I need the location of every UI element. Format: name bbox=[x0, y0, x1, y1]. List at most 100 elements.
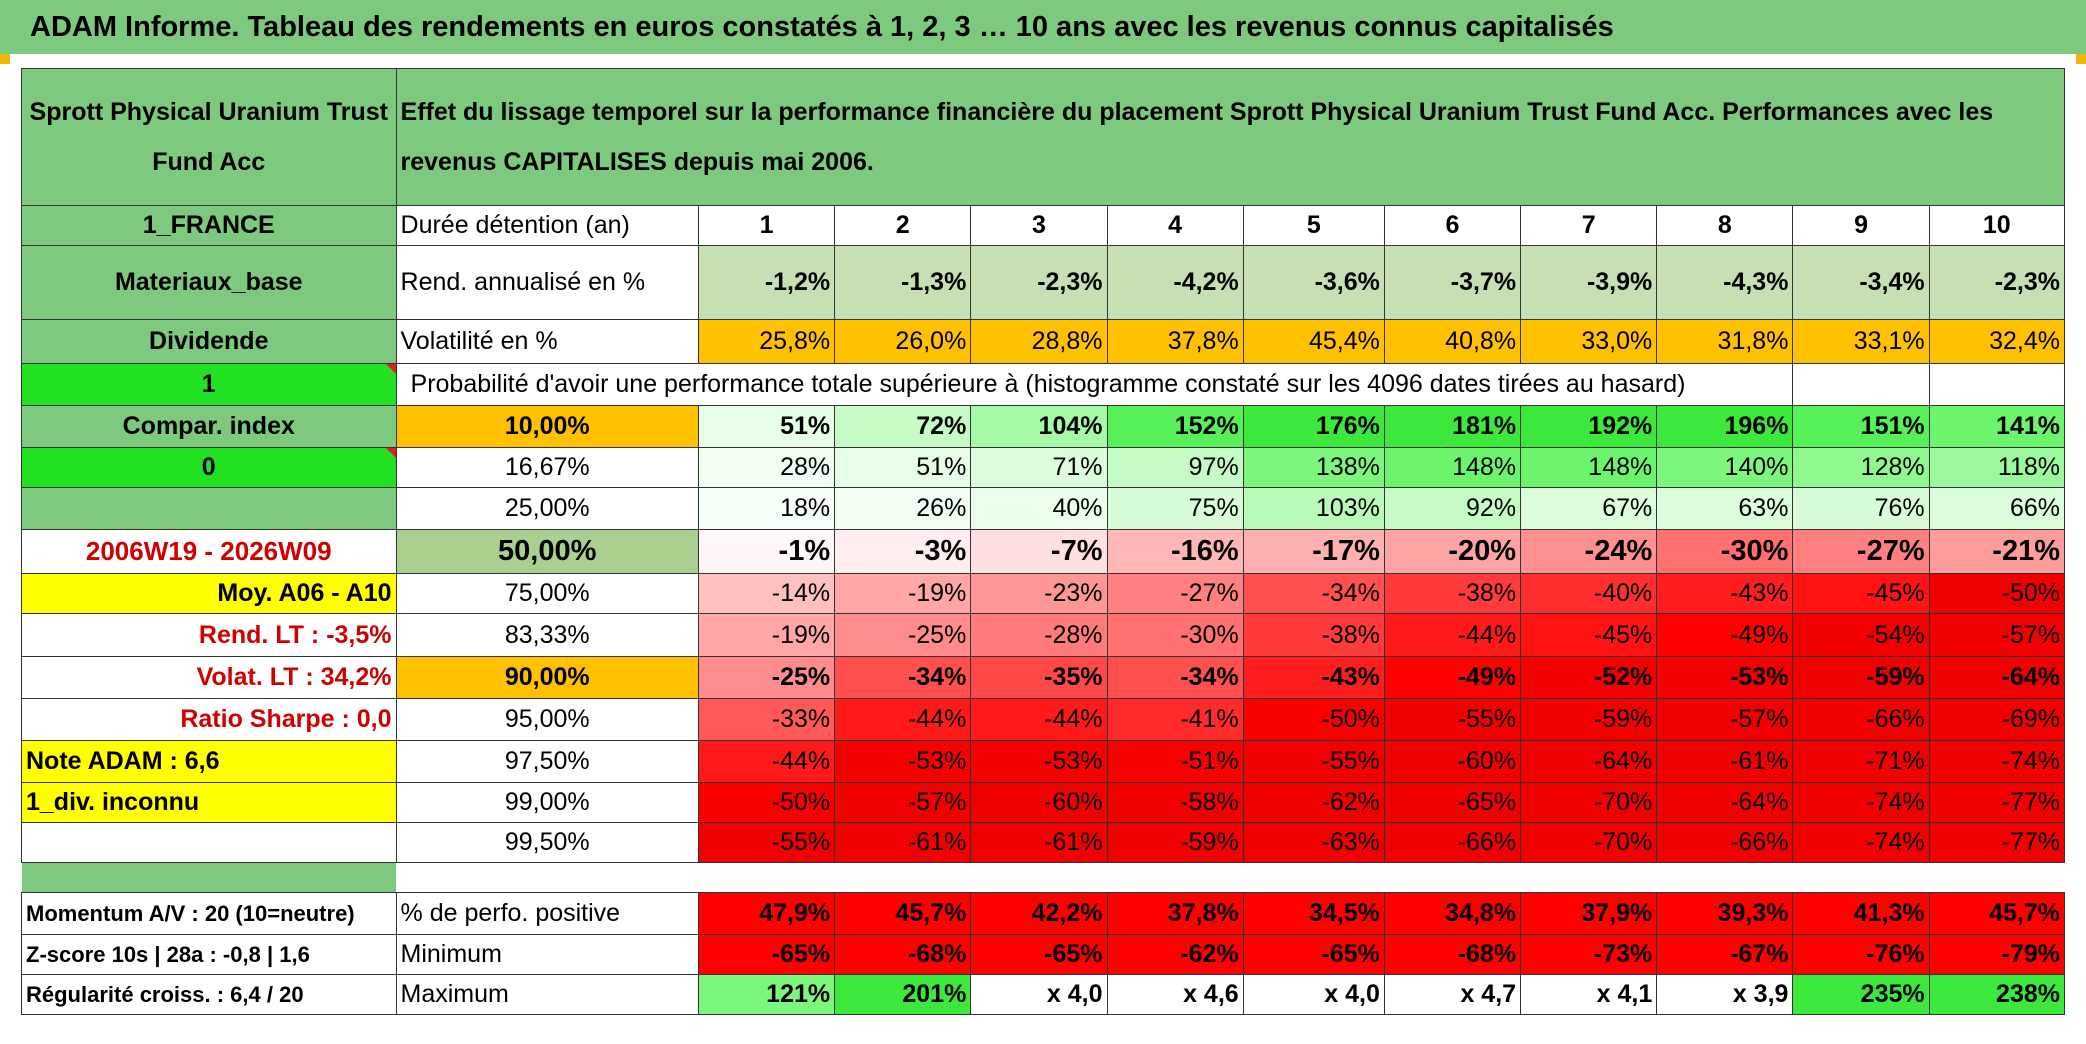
quantile-row: Compar. index 10,00% 51% 72% 104% 152% 1… bbox=[21, 405, 2066, 448]
quantile-cell: -30% bbox=[1656, 529, 1794, 574]
quantile-cell: 148% bbox=[1383, 447, 1522, 488]
quantile-cell: 151% bbox=[1792, 405, 1930, 448]
quantile-cell: -30% bbox=[1106, 613, 1244, 657]
sharpe-label: Ratio Sharpe : 0,0 bbox=[21, 698, 397, 741]
year-cell: 8 bbox=[1656, 205, 1794, 246]
quantile-cell: 26% bbox=[834, 487, 972, 530]
quantile-cell: 140% bbox=[1656, 447, 1794, 488]
min-cell: -73% bbox=[1520, 934, 1658, 975]
vol-cell: 33,1% bbox=[1792, 319, 1930, 364]
regularite-label: Régularité croiss. : 6,4 / 20 bbox=[21, 974, 397, 1015]
quantile-pct: 95,00% bbox=[395, 698, 699, 741]
min-cell: -65% bbox=[970, 934, 1108, 975]
quantile-cell: -64% bbox=[1928, 656, 2066, 699]
pos-row: Momentum A/V : 20 (10=neutre) % de perfo… bbox=[21, 892, 2066, 935]
vol-cell: 31,8% bbox=[1656, 319, 1794, 364]
year-cell: 2 bbox=[834, 205, 972, 246]
quantile-cell: -40% bbox=[1520, 573, 1658, 614]
quantile-cell: -44% bbox=[1383, 613, 1522, 657]
quantile-pct: 50,00% bbox=[395, 529, 699, 574]
quantile-cell: 76% bbox=[1792, 487, 1930, 530]
quantile-cell: -60% bbox=[970, 782, 1108, 823]
quantile-cell: -23% bbox=[970, 573, 1108, 614]
quantile-cell: -34% bbox=[1106, 656, 1244, 699]
quantile-cell: -27% bbox=[1106, 573, 1244, 614]
quantile-cell: -59% bbox=[1792, 656, 1930, 699]
momentum-label: Momentum A/V : 20 (10=neutre) bbox=[21, 892, 397, 935]
rend-cell: -3,9% bbox=[1520, 245, 1658, 320]
quantile-cell: -59% bbox=[1520, 698, 1658, 741]
quantile-cell: 104% bbox=[970, 405, 1108, 448]
quantile-pct: 83,33% bbox=[395, 613, 699, 657]
quantile-cell: -7% bbox=[970, 529, 1108, 574]
vol-cell: 37,8% bbox=[1106, 319, 1244, 364]
rend-label: Rend. annualisé en % bbox=[395, 245, 699, 320]
quantile-cell: -44% bbox=[834, 698, 972, 741]
min-cell: -67% bbox=[1656, 934, 1794, 975]
max-cell: x 4,7 bbox=[1383, 974, 1522, 1015]
year-cell: 1 bbox=[697, 205, 836, 246]
max-cell: x 4,1 bbox=[1520, 974, 1658, 1015]
quantile-cell: -19% bbox=[834, 573, 972, 614]
rend-cell: -1,2% bbox=[697, 245, 836, 320]
quantile-cell: -59% bbox=[1106, 822, 1244, 863]
report-title: ADAM Informe. Tableau des rendements en … bbox=[0, 0, 2086, 54]
quantile-cell: 128% bbox=[1792, 447, 1930, 488]
max-cell: 201% bbox=[834, 974, 972, 1015]
quantile-cell: -77% bbox=[1928, 822, 2066, 863]
quantile-row: Volat. LT : 34,2% 90,00% -25% -34% -35% … bbox=[21, 656, 2066, 699]
quantile-pct: 90,00% bbox=[395, 656, 699, 699]
quantile-cell: 103% bbox=[1242, 487, 1385, 530]
quantile-cell: 28% bbox=[697, 447, 836, 488]
years-row: 1_FRANCE Durée détention (an) 1 2 3 4 5 … bbox=[21, 205, 2066, 246]
rend-cell: -1,3% bbox=[834, 245, 972, 320]
quantile-cell: 40% bbox=[970, 487, 1108, 530]
quantile-row: 2006W19 - 2026W09 50,00% -1% -3% -7% -16… bbox=[21, 529, 2066, 574]
quantile-cell: -66% bbox=[1383, 822, 1522, 863]
quantile-cell: -77% bbox=[1928, 782, 2066, 823]
pos-cell: 37,8% bbox=[1106, 892, 1244, 935]
pos-cell: 47,9% bbox=[697, 892, 836, 935]
quantile-cell: -44% bbox=[697, 740, 836, 783]
moy-label: Moy. A06 - A10 bbox=[21, 573, 397, 614]
quantile-cell: 152% bbox=[1106, 405, 1244, 448]
vol-cell: 32,4% bbox=[1928, 319, 2066, 364]
volat-lt-label: Volat. LT : 34,2% bbox=[21, 656, 397, 699]
description: Effet du lissage temporel sur la perform… bbox=[395, 68, 2066, 206]
quantile-cell: -21% bbox=[1928, 529, 2066, 574]
empty-cell bbox=[1792, 363, 1930, 406]
quantile-cell: 97% bbox=[1106, 447, 1244, 488]
blank-cell bbox=[21, 822, 397, 863]
quantile-cell: -55% bbox=[1242, 740, 1385, 783]
separator-green bbox=[21, 862, 397, 893]
quantile-row: 0 16,67% 28% 51% 71% 97% 138% 148% 148% … bbox=[21, 447, 2066, 488]
year-cell: 3 bbox=[970, 205, 1108, 246]
quantile-cell: -44% bbox=[970, 698, 1108, 741]
year-cell: 7 bbox=[1520, 205, 1658, 246]
quantile-cell: -65% bbox=[1383, 782, 1522, 823]
max-cell: x 4,6 bbox=[1106, 974, 1244, 1015]
duree-label: Durée détention (an) bbox=[395, 205, 699, 246]
max-cell: x 4,0 bbox=[1242, 974, 1385, 1015]
quantile-pct: 99,00% bbox=[395, 782, 699, 823]
proba-row: 1 Probabilité d'avoir une performance to… bbox=[21, 363, 2066, 406]
pos-cell: 42,2% bbox=[970, 892, 1108, 935]
quantile-cell: -45% bbox=[1520, 613, 1658, 657]
quantile-cell: -16% bbox=[1106, 529, 1244, 574]
compar-value[interactable]: 0 bbox=[21, 447, 397, 488]
quantile-cell: -74% bbox=[1928, 740, 2066, 783]
quantile-cell: -25% bbox=[834, 613, 972, 657]
quantile-cell: 92% bbox=[1383, 487, 1522, 530]
quantile-cell: -64% bbox=[1520, 740, 1658, 783]
quantile-cell: -34% bbox=[834, 656, 972, 699]
quantile-cell: -1% bbox=[697, 529, 836, 574]
pos-label: % de perfo. positive bbox=[395, 892, 699, 935]
max-label: Maximum bbox=[395, 974, 699, 1015]
pos-cell: 45,7% bbox=[834, 892, 972, 935]
quantile-cell: -41% bbox=[1106, 698, 1244, 741]
corner-marker bbox=[0, 54, 10, 64]
country-label: 1_FRANCE bbox=[21, 205, 397, 246]
min-cell: -68% bbox=[1383, 934, 1522, 975]
dividend-value[interactable]: 1 bbox=[21, 363, 397, 406]
year-cell: 9 bbox=[1792, 205, 1930, 246]
